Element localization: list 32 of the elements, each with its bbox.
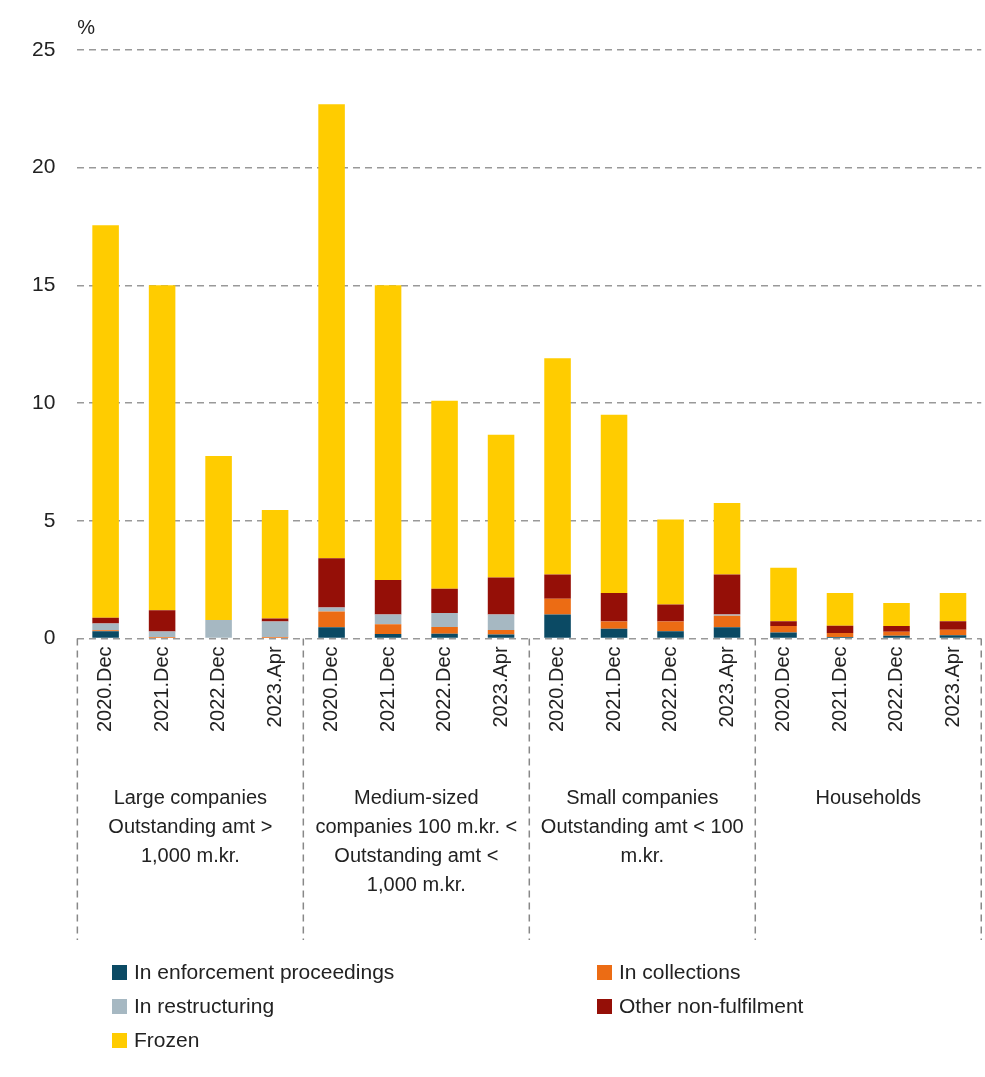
x-tick-label: 2022.Dec bbox=[432, 646, 455, 733]
y-tick-label: 10 bbox=[32, 389, 56, 413]
x-tick-label: 2021.Dec bbox=[149, 646, 172, 733]
y-tick-label: 20 bbox=[32, 154, 56, 178]
legend-label: In collections bbox=[619, 960, 741, 984]
text: Large companies Outstanding amt > 1,000 m.kr. bbox=[108, 785, 273, 866]
y-axis-title: % bbox=[77, 15, 96, 38]
y-tick-label: 0 bbox=[43, 625, 56, 649]
y-tick-label: 25 bbox=[32, 36, 56, 60]
text: Medium-sized companies 100 m.kr. < Outstanding amt < 1,000 m.kr. bbox=[315, 785, 518, 895]
x-tick-label: 2022.Dec bbox=[884, 646, 907, 733]
legend-label: Frozen bbox=[134, 1028, 200, 1052]
legend-label: In enforcement proceedings bbox=[134, 960, 395, 984]
x-tick-label: 2022.Dec bbox=[206, 646, 229, 733]
x-tick-label: 2020.Dec bbox=[93, 646, 116, 733]
legend-label: Other non-fulfilment bbox=[619, 994, 804, 1018]
x-tick-label: 2020.Dec bbox=[545, 646, 568, 733]
x-tick-label: 2020.Dec bbox=[771, 646, 794, 733]
x-tick-label: 2023.Apr bbox=[940, 646, 963, 728]
x-tick-label: 2023.Apr bbox=[488, 646, 511, 728]
legend-label: In restructuring bbox=[134, 994, 275, 1018]
text: Households bbox=[815, 785, 922, 808]
x-tick-label: 2021.Dec bbox=[827, 646, 850, 733]
x-tick-label: 2022.Dec bbox=[658, 646, 681, 733]
x-tick-label: 2023.Apr bbox=[714, 646, 737, 728]
y-tick-label: 5 bbox=[43, 507, 56, 531]
y-tick-label: 15 bbox=[32, 272, 56, 296]
text: Small companies Outstanding amt < 100 m.kr. bbox=[540, 785, 744, 866]
x-tick-label: 2023.Apr bbox=[262, 646, 285, 728]
x-tick-label: 2021.Dec bbox=[601, 646, 624, 733]
x-tick-label: 2021.Dec bbox=[375, 646, 398, 733]
x-tick-label: 2020.Dec bbox=[319, 646, 342, 733]
